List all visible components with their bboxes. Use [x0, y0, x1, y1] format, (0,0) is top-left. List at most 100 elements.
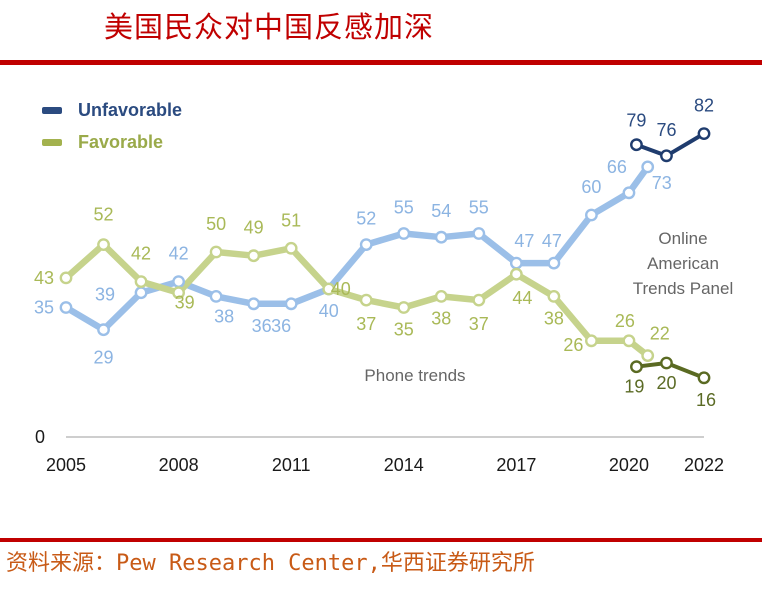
annotation-phone-trends: Phone trends [364, 366, 465, 385]
data-label-favorable: 38 [544, 308, 564, 328]
legend-label: Unfavorable [78, 100, 182, 120]
data-point-favorable [434, 289, 448, 303]
data-label-favorable: 35 [394, 320, 414, 340]
data-point-unfavorable [247, 297, 261, 311]
data-label-unfavorable: 73 [652, 173, 672, 193]
data-label-favorable: 52 [94, 205, 114, 225]
data-label-unfavorable: 36 [271, 316, 291, 336]
data-label-favorable: 43 [34, 268, 54, 288]
x-tick-label: 2017 [496, 455, 536, 475]
series-line-favorable-phone [62, 241, 633, 345]
x-tick-label: 2014 [384, 455, 424, 475]
data-label-favorable: 26 [615, 311, 635, 331]
data-label-unfavorable: 55 [469, 198, 489, 218]
data-label-favorable: 22 [650, 324, 670, 344]
data-label-unfavorable: 52 [356, 209, 376, 229]
data-label-unfavorable: 66 [607, 157, 627, 177]
data-point-unfavorable [59, 301, 73, 314]
data-point-favorable [630, 360, 643, 374]
data-point-unfavorable [472, 227, 486, 240]
data-label-favorable: 44 [512, 288, 532, 308]
data-label-unfavorable: 40 [319, 301, 339, 321]
legend-label: Favorable [78, 132, 163, 152]
legend-swatch [42, 139, 62, 146]
page-title: 美国民众对中国反感加深 [104, 10, 435, 44]
data-label-favorable: 39 [175, 293, 195, 313]
data-point-unfavorable [585, 208, 598, 222]
data-point-favorable [660, 356, 673, 370]
annotation-online: American [647, 254, 719, 273]
data-label-unfavorable: 55 [394, 198, 414, 218]
data-point-unfavorable [509, 256, 523, 270]
data-point-unfavorable [630, 138, 643, 152]
data-point-favorable [472, 293, 486, 307]
data-label-favorable: 20 [656, 373, 676, 393]
y-tick-label: 0 [35, 427, 45, 447]
data-point-favorable [622, 334, 636, 348]
data-label-unfavorable: 60 [581, 177, 601, 197]
data-label-unfavorable: 35 [34, 298, 54, 318]
source-note: 资料来源：Pew Research Center,华西证券研究所 [6, 551, 535, 576]
data-point-unfavorable [547, 256, 561, 270]
data-point-favorable [172, 286, 185, 300]
x-tick-label: 2008 [159, 455, 199, 475]
data-label-unfavorable: 47 [542, 231, 562, 251]
annotation-online: Trends Panel [633, 279, 733, 298]
data-label-favorable: 26 [563, 335, 583, 355]
data-point-unfavorable [359, 238, 373, 252]
data-point-favorable [247, 249, 261, 263]
data-label-favorable: 42 [131, 244, 151, 264]
data-label-favorable: 16 [696, 390, 716, 410]
data-point-favorable [97, 238, 110, 252]
data-label-favorable: 19 [624, 377, 644, 397]
x-tick-label: 2011 [272, 455, 311, 475]
x-tick-label: 2020 [609, 455, 649, 475]
data-point-unfavorable [660, 149, 673, 163]
data-point-unfavorable [97, 323, 110, 337]
data-label-favorable: 51 [281, 210, 301, 230]
data-point-favorable [397, 301, 411, 314]
data-label-unfavorable: 29 [94, 348, 114, 368]
data-label-favorable: 50 [206, 214, 226, 234]
data-point-unfavorable [434, 230, 448, 244]
data-label-favorable: 49 [244, 218, 264, 238]
source-divider [0, 538, 762, 542]
data-label-unfavorable: 42 [169, 244, 189, 264]
data-point-favorable [209, 245, 223, 259]
x-tick-label: 2022 [684, 455, 724, 475]
data-point-favorable [585, 334, 598, 348]
legend-swatch [42, 107, 62, 114]
data-label-unfavorable: 76 [656, 120, 676, 140]
data-label-unfavorable: 79 [626, 111, 646, 131]
data-label-unfavorable: 39 [95, 285, 115, 305]
data-point-unfavorable [397, 227, 411, 240]
data-label-unfavorable: 54 [431, 201, 451, 221]
data-point-favorable [284, 241, 298, 255]
data-point-unfavorable [209, 289, 223, 303]
title-divider [0, 60, 762, 65]
data-point-favorable [134, 275, 148, 289]
data-point-unfavorable [622, 186, 636, 200]
x-tick-label: 2005 [46, 455, 86, 475]
data-point-unfavorable [172, 275, 185, 289]
data-point-unfavorable [641, 160, 655, 174]
data-point-unfavorable [284, 297, 298, 311]
data-point-favorable [509, 267, 523, 281]
data-point-favorable [322, 282, 336, 296]
data-label-favorable: 37 [469, 314, 489, 334]
data-label-favorable: 38 [431, 308, 451, 328]
data-label-favorable: 40 [331, 279, 351, 299]
data-label-unfavorable: 82 [694, 96, 714, 116]
data-point-favorable [59, 271, 73, 285]
data-label-unfavorable: 36 [252, 316, 272, 336]
data-label-unfavorable: 47 [514, 231, 534, 251]
data-point-favorable [547, 289, 561, 303]
annotation-online: Online [658, 229, 707, 248]
data-point-favorable [697, 371, 711, 385]
data-point-favorable [641, 349, 655, 362]
data-point-unfavorable [697, 127, 711, 140]
data-label-favorable: 37 [356, 314, 376, 334]
data-point-favorable [359, 293, 373, 307]
data-label-unfavorable: 38 [214, 306, 234, 326]
